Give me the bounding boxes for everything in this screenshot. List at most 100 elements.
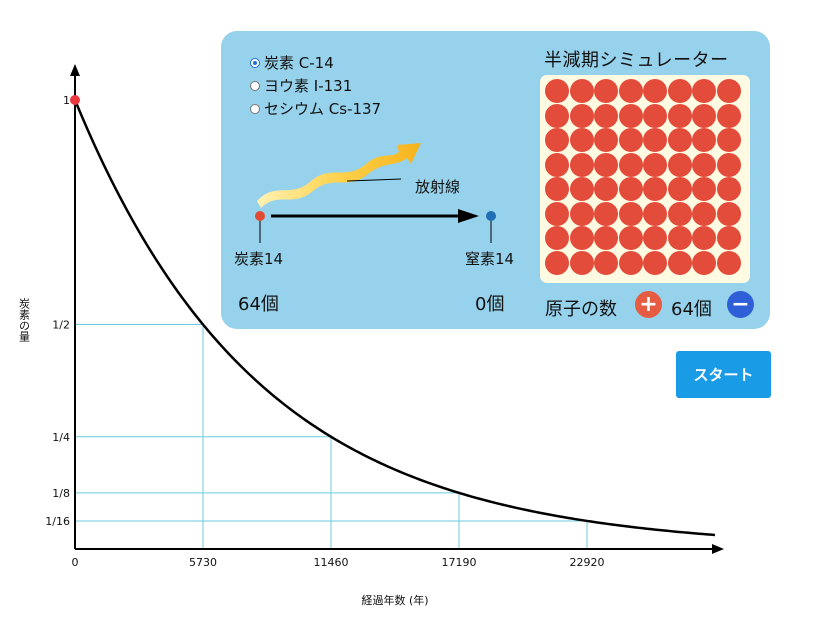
decay-curve [73,99,716,537]
atom-icon [716,152,741,177]
atom-grid [545,79,741,275]
isotope-option-cesium[interactable]: セシウム Cs-137 [250,97,381,120]
atom-icon [618,226,643,250]
decay-diagram [255,143,496,243]
atom-icon [545,226,569,250]
atom-icon [569,201,594,226]
atom-icon [569,79,594,103]
radiation-ray-icon [257,143,421,208]
atom-icon [569,103,594,128]
atom-icon [692,201,716,226]
atom-icon [667,250,692,275]
atom-icon [643,250,667,275]
atom-icon [618,152,643,177]
parent-count: 64個 [238,294,279,315]
x-tick-label: 22920 [570,556,605,569]
graph-axes [70,64,724,554]
atom-icon [643,201,667,226]
atom-icon [716,250,741,275]
atom-count-label: 原子の数 [545,299,617,320]
start-point-marker [70,95,80,105]
isotope-selector: 炭素 C-14 ヨウ素 I-131 セシウム Cs-137 [250,51,381,120]
atom-icon [594,128,618,152]
isotope-option-label: ヨウ素 I-131 [264,77,353,95]
atom-icon [594,177,618,201]
atom-icon [643,226,667,250]
atom-icon [545,177,569,201]
x-tick-label: 0 [72,556,79,569]
atom-icon [667,226,692,250]
atom-icon [569,226,594,250]
atom-icon [692,226,716,250]
radiation-leader-line [346,178,402,182]
start-button[interactable]: スタート [676,351,771,398]
atom-icon [545,79,569,103]
atom-icon [618,79,643,103]
decay-arrowhead [458,209,479,223]
y-tick-label: 1 [63,94,70,107]
atom-icon [618,177,643,201]
atom-icon [594,226,618,250]
atom-icon [643,177,667,201]
daughter-count: 0個 [475,294,505,315]
atom-icon [692,103,716,128]
atom-icon [667,177,692,201]
atom-icon [692,177,716,201]
atom-icon [643,152,667,177]
increase-atoms-button[interactable]: + [635,291,662,318]
atom-icon [569,128,594,152]
half-life-grid-lines [75,324,588,549]
control-panel: 炭素 C-14 ヨウ素 I-131 セシウム Cs-137 放射線 炭素14 窒… [221,31,770,329]
atom-icon [618,250,643,275]
radio-icon[interactable] [250,103,260,114]
decrease-atoms-button[interactable]: − [727,291,754,318]
simulator-title: 半減期シミュレーター [544,50,729,71]
carbon-atom-icon [255,211,265,221]
atom-icon [569,177,594,201]
atom-icon [692,128,716,152]
atom-icon [569,250,594,275]
x-tick-label: 5730 [189,556,217,569]
atom-icon [618,201,643,226]
atom-icon [594,79,618,103]
x-tick-label: 17190 [442,556,477,569]
atom-icon [716,103,741,128]
atom-icon [545,201,569,226]
atom-icon [716,79,741,103]
atom-icon [692,152,716,177]
y-tick-label: 1/4 [52,431,70,444]
atom-icon [618,103,643,128]
atom-icon [716,226,741,250]
atom-icon [594,250,618,275]
radio-icon[interactable] [250,80,260,91]
atom-icon [716,177,741,201]
atom-icon [618,128,643,152]
atom-icon [643,128,667,152]
x-tick-label: 11460 [314,556,349,569]
y-tick-label: 1/2 [52,319,70,332]
atom-icon [667,79,692,103]
y-tick-labels: 1 1/2 1/4 1/8 1/16 [45,94,70,528]
atom-icon [716,201,741,226]
isotope-option-iodine[interactable]: ヨウ素 I-131 [250,74,381,97]
isotope-option-carbon[interactable]: 炭素 C-14 [250,51,381,74]
atom-icon [667,128,692,152]
radio-icon-selected[interactable] [250,57,260,68]
atom-icon [716,128,741,152]
atom-icon [545,152,569,177]
atom-count-value: 64個 [671,299,712,320]
atom-icon [569,152,594,177]
atom-icon [643,79,667,103]
atom-icon [667,152,692,177]
isotope-option-label: セシウム Cs-137 [264,100,382,118]
y-tick-label: 1/8 [52,487,70,500]
y-tick-label: 1/16 [45,515,70,528]
atom-grid-container [540,75,750,283]
atom-icon [594,201,618,226]
atom-icon [545,250,569,275]
x-axis-arrow [712,544,724,554]
y-axis-arrow [70,64,80,76]
radiation-label: 放射線 [415,178,461,196]
atom-icon [545,128,569,152]
